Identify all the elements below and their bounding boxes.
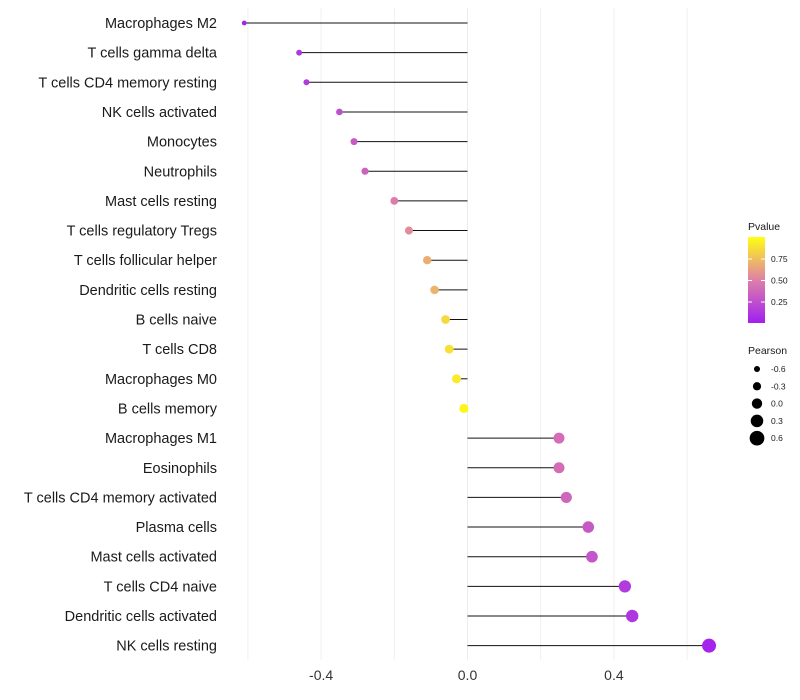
- pearson-legend-key: [752, 382, 762, 391]
- point: [560, 491, 572, 503]
- category-label: NK cells resting: [116, 639, 217, 655]
- category-label: B cells naive: [136, 313, 217, 329]
- category-label: Macrophages M2: [105, 16, 217, 32]
- point: [296, 49, 303, 56]
- point: [553, 432, 565, 444]
- category-label: T cells gamma delta: [88, 46, 218, 62]
- category-label: T cells CD4 memory activated: [24, 490, 217, 506]
- pearson-legend-label: 0.3: [771, 416, 783, 426]
- category-label: Eosinophils: [143, 461, 217, 477]
- category-label: B cells memory: [118, 401, 218, 417]
- stems-layer: [244, 22, 710, 647]
- pvalue-colorbar: [748, 237, 765, 323]
- point: [553, 462, 565, 474]
- pearson-legend-key: [750, 414, 764, 428]
- x-tick-label: 0.4: [604, 667, 624, 683]
- pvalue-legend-label: 0.25: [771, 297, 788, 307]
- point: [241, 20, 247, 26]
- point: [441, 315, 450, 324]
- x-axis-ticks: -0.4 0.0 0.4: [309, 667, 624, 683]
- point: [444, 344, 454, 354]
- category-label: Macrophages M1: [105, 431, 217, 447]
- pearson-legend-key: [753, 365, 761, 373]
- pearson-legend-label: -0.6: [771, 364, 786, 374]
- category-label: Mast cells activated: [90, 550, 217, 566]
- category-label: Mast cells resting: [105, 194, 217, 210]
- pvalue-legend-label: 0.50: [771, 276, 788, 286]
- pearson-legend-label: 0.0: [771, 399, 783, 409]
- category-label: T cells CD4 naive: [104, 579, 217, 595]
- point: [303, 79, 310, 86]
- pvalue-legend-title: Pvalue: [748, 221, 780, 233]
- pvalue-legend-label: 0.75: [771, 254, 788, 264]
- category-label: T cells regulatory Tregs: [67, 224, 217, 240]
- pearson-legend: Pearson -0.6 -0.3 0.0 0.3 0.6: [748, 345, 787, 446]
- point: [452, 374, 462, 384]
- pearson-legend-title: Pearson: [748, 345, 787, 357]
- point: [390, 197, 399, 205]
- point: [618, 580, 632, 593]
- category-label: Macrophages M0: [105, 372, 217, 388]
- point: [361, 167, 369, 175]
- pearson-legend-key: [749, 430, 765, 446]
- pvalue-legend: Pvalue 0.75 0.50 0.25: [748, 221, 788, 323]
- category-label: T cells CD4 memory resting: [38, 75, 217, 91]
- category-label: Neutrophils: [144, 164, 217, 180]
- point: [423, 255, 432, 265]
- category-label: Plasma cells: [136, 520, 217, 536]
- point: [702, 638, 717, 653]
- point: [350, 138, 358, 146]
- point: [336, 108, 343, 116]
- category-label: Dendritic cells activated: [65, 609, 217, 625]
- pearson-legend-label: -0.3: [771, 381, 786, 391]
- category-label: T cells CD8: [142, 342, 217, 358]
- point: [586, 550, 598, 563]
- category-labels: Macrophages M2 T cells gamma delta T cells…: [24, 16, 218, 655]
- point: [582, 521, 595, 533]
- category-label: T cells follicular helper: [74, 253, 217, 269]
- category-label: NK cells activated: [102, 105, 217, 121]
- category-label: Monocytes: [147, 135, 217, 151]
- category-label: Dendritic cells resting: [79, 283, 217, 299]
- x-tick-label: 0.0: [458, 667, 478, 683]
- point: [625, 609, 639, 623]
- points-layer: [241, 20, 717, 653]
- point: [430, 285, 439, 295]
- pearson-legend-key: [751, 398, 763, 409]
- point: [459, 403, 469, 414]
- grid-layer: [247, 8, 688, 660]
- pearson-legend-label: 0.6: [771, 433, 783, 443]
- x-tick-label: -0.4: [309, 667, 333, 683]
- point: [404, 226, 413, 235]
